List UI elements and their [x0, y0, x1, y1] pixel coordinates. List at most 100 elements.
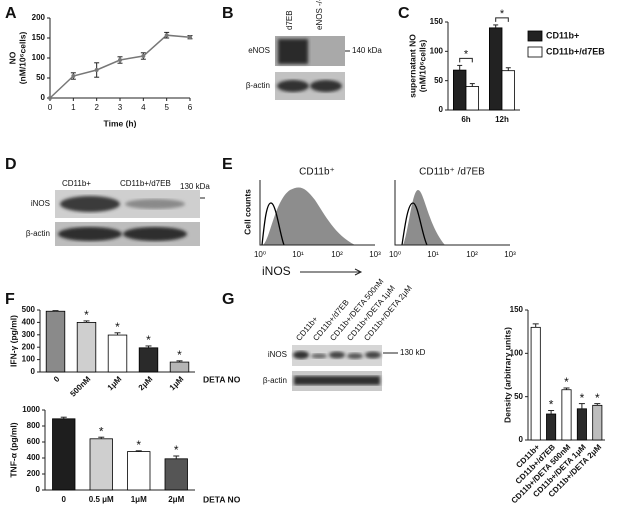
y-tick-label: 200 — [22, 342, 36, 351]
band — [365, 351, 381, 359]
lane-label: eNOS -/- — [315, 0, 324, 30]
plot-title: CD11b⁺ — [299, 167, 335, 178]
x-tick-label: 2 — [94, 103, 99, 112]
significance: * — [177, 348, 182, 362]
data-point — [118, 58, 122, 62]
x-tick-label: 6h — [461, 115, 470, 124]
y-axis-label: (nM/10⁶cells) — [417, 40, 427, 93]
bar — [89, 438, 113, 491]
bar — [76, 321, 97, 373]
bracket — [459, 57, 473, 63]
y-tick-label: 0 — [41, 93, 46, 102]
blot-g: CD11b+ CD11b+/d7EB CD11b+/DETA 500nM CD1… — [263, 277, 426, 391]
row-label: β-actin — [263, 376, 287, 385]
x-tick-label: 10² — [466, 250, 478, 259]
panel-label: G — [222, 291, 234, 308]
data-point — [188, 35, 192, 40]
band — [293, 351, 309, 359]
bar — [592, 404, 603, 441]
x-tick-label: 1μM — [131, 495, 147, 504]
histogram-outline — [401, 202, 428, 246]
bar — [488, 27, 503, 111]
y-tick-label: 0 — [439, 105, 444, 114]
axis — [394, 180, 510, 246]
significance: * — [464, 48, 469, 60]
y-axis-label: (nM/10⁶cells) — [17, 32, 27, 85]
significance: * — [580, 391, 585, 405]
y-tick-label: 150 — [430, 17, 444, 26]
x-tick-label: 0 — [62, 495, 67, 504]
y-tick-label: 50 — [36, 73, 45, 82]
histogram — [263, 187, 355, 245]
y-tick-label: 0 — [31, 367, 36, 376]
y-tick-label: 500 — [22, 305, 36, 314]
bar — [138, 347, 159, 373]
y-tick-label: 0 — [36, 485, 41, 494]
band — [123, 227, 187, 241]
significance: * — [84, 308, 89, 322]
blot-b: B d7EB eNOS -/- eNOS β-actin 140 kDa — [222, 0, 382, 100]
legend-swatch — [527, 30, 543, 42]
x-tick-label: 4 — [141, 103, 146, 112]
row-label: iNOS — [268, 350, 287, 359]
panel-label: D — [5, 156, 17, 173]
y-tick-label: 400 — [22, 318, 36, 327]
bar — [107, 334, 128, 373]
x-tick-label: 500nM — [68, 374, 92, 398]
y-axis-label: Cell counts — [242, 189, 252, 235]
x-axis-label: Time (h) — [104, 118, 137, 128]
data-point — [141, 54, 146, 58]
row-label: iNOS — [31, 199, 50, 208]
bar — [576, 408, 587, 441]
x-axis-label: DETA NO — [203, 374, 241, 384]
x-tick-label: 0 — [52, 374, 62, 384]
band — [125, 199, 185, 209]
arrow-head — [354, 268, 363, 276]
row-label: eNOS — [248, 46, 270, 55]
y-tick-label: 150 — [32, 33, 46, 42]
size-marker: 130 kDa — [180, 182, 210, 191]
y-tick-label: 600 — [27, 437, 41, 446]
significance: * — [136, 438, 141, 452]
legend-label: CD11b+/d7EB — [546, 46, 605, 56]
data-point — [94, 68, 99, 72]
panel-label: B — [222, 5, 234, 22]
bar — [546, 413, 557, 441]
bar — [45, 310, 66, 373]
data-line — [49, 34, 191, 99]
x-tick-label: 2μM — [168, 495, 184, 504]
band — [58, 227, 122, 241]
plot-title: CD11b⁺ /d7EB — [419, 167, 485, 178]
y-tick-label: 300 — [22, 330, 36, 339]
y-tick-label: 150 — [510, 305, 524, 314]
x-axis-label: iNOS — [262, 264, 291, 278]
y-tick-label: 800 — [27, 421, 41, 430]
bar — [465, 86, 480, 111]
significance: * — [115, 320, 120, 334]
significance: * — [564, 375, 569, 389]
y-tick-label: 200 — [32, 13, 46, 22]
panel-label: F — [5, 291, 15, 308]
panel-label: E — [222, 156, 233, 173]
x-tick-label: 3 — [118, 103, 123, 112]
x-tick-label: 10⁰ — [254, 250, 266, 259]
band — [294, 376, 380, 385]
band — [277, 80, 309, 92]
bracket — [495, 17, 509, 22]
row-label: β-actin — [246, 81, 270, 90]
band — [347, 353, 363, 359]
x-tick-label: 1μM — [106, 374, 124, 392]
band — [60, 196, 120, 212]
y-axis-label: IFN-γ (pg/ml) — [8, 315, 18, 367]
bar — [452, 69, 467, 111]
y-tick-label: 100 — [22, 355, 36, 364]
legend-label: CD11b+ — [546, 30, 579, 40]
bar — [52, 418, 76, 491]
lane-label: CD11b+ — [62, 179, 91, 188]
y-tick-label: 100 — [430, 46, 444, 55]
x-tick-label: 10⁰ — [389, 250, 401, 259]
y-tick-label: 1000 — [22, 405, 40, 414]
y-tick-label: 100 — [32, 53, 46, 62]
band — [310, 80, 342, 92]
